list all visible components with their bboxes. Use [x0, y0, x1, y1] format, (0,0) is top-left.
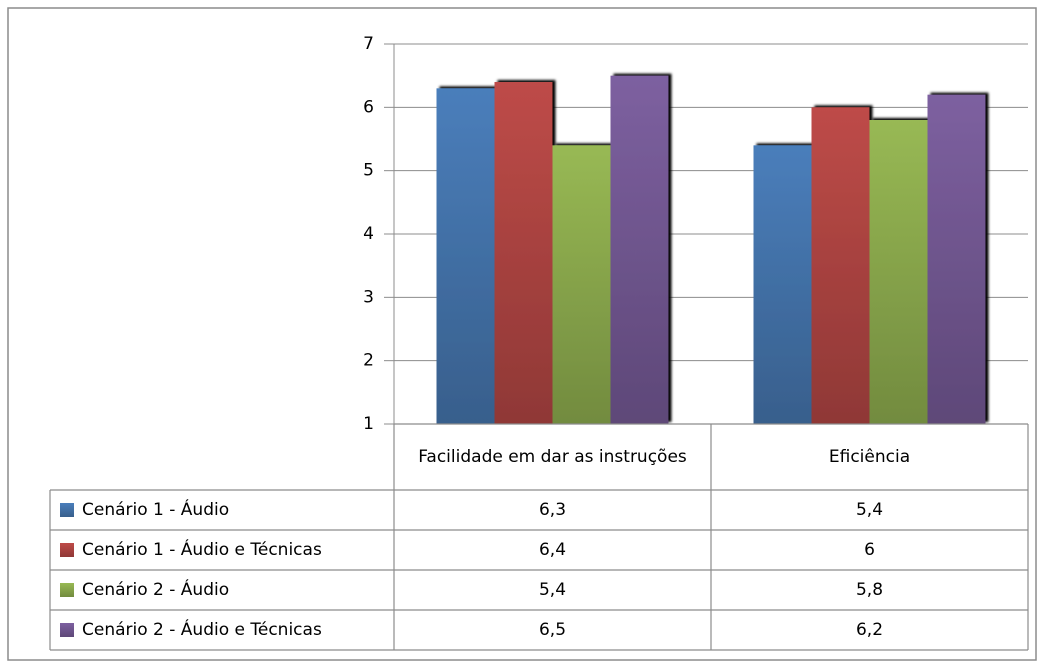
y-tick-label: 4: [363, 224, 374, 244]
data-label: 5,8: [856, 580, 883, 600]
category-header: Eficiência: [828, 447, 911, 467]
bar: [552, 145, 611, 425]
data-label: 6,4: [539, 540, 566, 560]
legend-label: Cenário 1 - Áudio e Técnicas: [82, 538, 322, 560]
legend-swatch: [60, 543, 74, 557]
legend-label: Cenário 1 - Áudio: [82, 498, 229, 520]
data-label: 6: [864, 540, 875, 560]
legend-label: Cenário 2 - Áudio: [82, 578, 229, 600]
legend-swatch: [60, 503, 74, 517]
y-tick-label: 2: [363, 351, 374, 371]
bar: [753, 145, 812, 425]
x-tick-label: Eficiência: [828, 447, 911, 467]
legend-label: Cenário 2 - Áudio e Técnicas: [82, 618, 322, 640]
legend-swatch: [60, 583, 74, 597]
y-tick-label: 7: [363, 34, 374, 54]
data-label: 6,5: [539, 620, 566, 640]
y-tick-label: 1: [363, 414, 374, 434]
bar: [869, 120, 928, 424]
data-label: 5,4: [539, 580, 566, 600]
x-tick-label: Facilidade em dar as instruções: [418, 447, 687, 467]
category-header: Facilidade em dar as instruções: [418, 447, 687, 467]
bar: [610, 75, 669, 425]
y-tick-label: 6: [363, 97, 374, 117]
data-label: 6,3: [539, 500, 566, 520]
y-tick-label: 5: [363, 161, 374, 181]
bar: [494, 82, 553, 424]
bar: [811, 107, 870, 424]
data-label: 5,4: [856, 500, 883, 520]
legend-swatch: [60, 623, 74, 637]
bar: [927, 94, 986, 425]
data-label: 6,2: [856, 620, 883, 640]
y-tick-label: 3: [363, 287, 374, 307]
bar: [436, 88, 495, 424]
